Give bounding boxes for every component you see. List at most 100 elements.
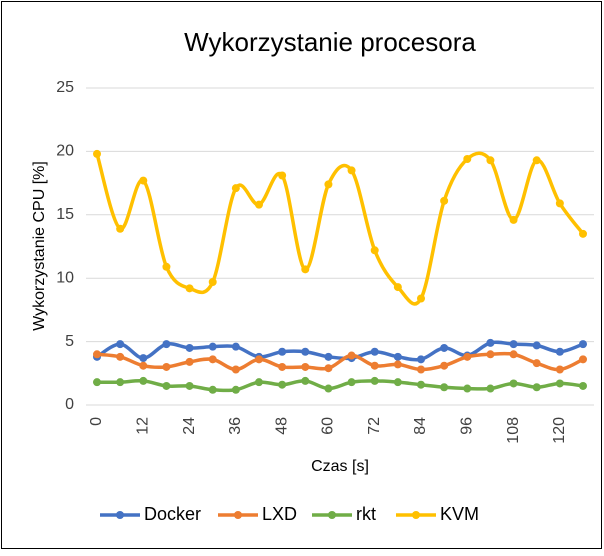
- legend-marker: [412, 511, 420, 519]
- y-tick-label: 20: [56, 143, 74, 160]
- data-point: [185, 284, 194, 293]
- data-point: [347, 166, 356, 175]
- data-point: [139, 354, 148, 363]
- data-point: [116, 340, 125, 349]
- x-tick-label: 96: [459, 417, 476, 435]
- data-point: [208, 355, 217, 364]
- data-point: [509, 215, 518, 224]
- data-point: [463, 384, 472, 393]
- data-point: [347, 378, 356, 387]
- data-point: [579, 229, 587, 238]
- data-point: [347, 351, 356, 360]
- data-point: [370, 376, 379, 385]
- data-point: [579, 355, 587, 364]
- legend-marker: [328, 511, 336, 519]
- data-point: [417, 355, 425, 364]
- data-point: [579, 340, 587, 349]
- data-point: [185, 357, 194, 366]
- x-tick-label: 84: [412, 417, 429, 435]
- x-tick-label: 72: [366, 417, 383, 435]
- data-point: [139, 361, 148, 370]
- data-point: [324, 384, 333, 393]
- legend-label: rkt: [356, 504, 376, 524]
- data-point: [532, 359, 541, 368]
- y-tick-label: 0: [65, 396, 74, 413]
- legend-marker: [234, 511, 242, 519]
- data-point: [116, 378, 125, 387]
- data-point: [486, 156, 495, 165]
- data-point: [417, 365, 425, 374]
- data-point: [116, 224, 125, 233]
- data-point: [370, 246, 379, 255]
- data-point: [278, 380, 287, 389]
- data-point: [509, 350, 518, 359]
- series-line: [95, 151, 585, 306]
- data-point: [231, 342, 240, 351]
- data-point: [486, 384, 495, 393]
- y-tick-label: 10: [56, 269, 74, 286]
- series-line: [96, 340, 584, 362]
- data-point: [139, 176, 148, 185]
- data-point: [509, 379, 518, 388]
- data-point: [370, 347, 379, 356]
- data-point: [255, 355, 263, 364]
- series-line: [96, 379, 584, 393]
- data-point: [463, 352, 472, 361]
- legend-marker: [116, 511, 124, 519]
- y-tick-label: 5: [65, 333, 74, 350]
- data-point: [393, 378, 402, 387]
- data-point: [301, 265, 310, 274]
- data-point: [278, 347, 287, 356]
- data-point: [555, 379, 564, 388]
- data-point: [301, 347, 310, 356]
- data-point: [162, 362, 171, 371]
- data-point: [579, 381, 587, 390]
- data-point: [93, 350, 101, 359]
- data-point: [555, 365, 564, 374]
- data-point: [440, 361, 449, 370]
- data-point: [278, 171, 287, 180]
- legend-label: KVM: [440, 504, 479, 524]
- data-point: [532, 383, 541, 392]
- data-point: [509, 340, 518, 349]
- x-tick-label: 108: [505, 417, 522, 444]
- data-point: [393, 352, 402, 361]
- x-tick-label: 0: [88, 417, 105, 426]
- data-point: [393, 283, 402, 292]
- data-point: [532, 156, 541, 165]
- data-point: [93, 378, 101, 387]
- data-point: [555, 347, 564, 356]
- data-point: [231, 365, 240, 374]
- x-tick-label: 24: [181, 417, 198, 435]
- data-point: [301, 376, 310, 385]
- data-point: [231, 385, 240, 394]
- data-point: [185, 381, 194, 390]
- data-point: [185, 343, 194, 352]
- data-point: [486, 338, 495, 347]
- data-point: [486, 350, 495, 359]
- data-point: [417, 380, 425, 389]
- data-point: [555, 199, 564, 208]
- data-point: [231, 184, 240, 193]
- data-point: [324, 352, 333, 361]
- data-point: [440, 383, 449, 392]
- data-point: [208, 342, 217, 351]
- x-tick-label: 60: [320, 417, 337, 435]
- data-point: [278, 362, 287, 371]
- data-point: [116, 352, 125, 361]
- series-line: [96, 351, 584, 372]
- data-point: [255, 200, 263, 209]
- data-point: [370, 361, 379, 370]
- y-axis-label: Wykorzystanie CPU [%]: [31, 161, 48, 331]
- data-point: [393, 360, 402, 369]
- legend-label: LXD: [262, 504, 297, 524]
- data-point: [255, 378, 263, 387]
- chart-title: Wykorzystanie procesora: [184, 27, 476, 57]
- data-point: [440, 343, 449, 352]
- data-point: [324, 364, 333, 373]
- data-point: [301, 362, 310, 371]
- x-tick-label: 48: [273, 417, 290, 435]
- data-point: [93, 149, 101, 158]
